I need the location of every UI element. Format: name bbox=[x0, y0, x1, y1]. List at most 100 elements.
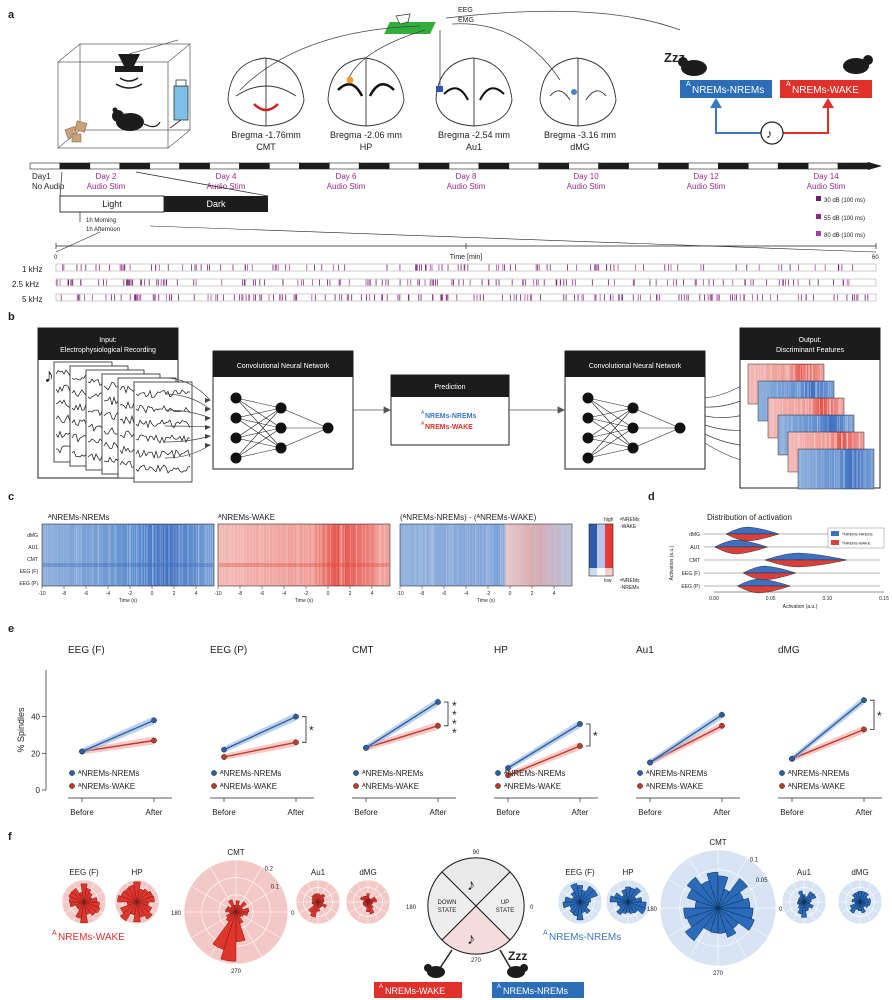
state-box-nrem bbox=[680, 80, 772, 98]
significance-bracket bbox=[302, 716, 307, 743]
down-state-1: DOWN bbox=[438, 900, 457, 906]
rose-petal bbox=[317, 901, 327, 909]
spindle-xtick-label: After bbox=[288, 808, 305, 817]
heatmap-xlabel: Time (s) bbox=[295, 598, 313, 604]
heatmap-tick-label: 2 bbox=[531, 591, 534, 597]
bedding-icon bbox=[64, 120, 88, 143]
stimulus-raster bbox=[55, 263, 877, 302]
day-sublabel: Audio Stim bbox=[207, 182, 246, 191]
violin-category: CMT bbox=[689, 558, 700, 564]
spindle-legend-nrem: ᴬNREMs-NREMs bbox=[503, 769, 565, 778]
day-sublabel: Audio Stim bbox=[567, 182, 606, 191]
speaker-icon bbox=[115, 39, 179, 89]
spindle-legend-marker-wake bbox=[353, 783, 359, 789]
rose-petal bbox=[686, 876, 719, 909]
heatmap-tick-label: -4 bbox=[464, 591, 469, 597]
nrem-label-prefix: A bbox=[543, 930, 548, 937]
side-bot-2: -NREMs bbox=[620, 585, 639, 591]
spindle-point bbox=[719, 722, 725, 729]
rose-petal bbox=[576, 901, 584, 921]
rose-petal bbox=[363, 901, 369, 904]
timeline-segment bbox=[747, 162, 779, 170]
spindle-point bbox=[577, 721, 583, 727]
heatmap-band bbox=[219, 563, 389, 567]
spindle-legend-nrem: ᴬNREMs-NREMs bbox=[77, 769, 139, 778]
nn-edge bbox=[632, 407, 681, 429]
timeline-segment bbox=[418, 162, 450, 170]
rose-petal bbox=[858, 901, 862, 912]
nn-node bbox=[582, 452, 594, 464]
rose-petal bbox=[616, 901, 629, 916]
heatmap-tick-label: -8 bbox=[62, 591, 67, 597]
day-sublabel: Audio Stim bbox=[447, 182, 486, 191]
heatmap-tick-label: -6 bbox=[84, 591, 89, 597]
phase-angle-180: 180 bbox=[406, 905, 417, 911]
phase-note-top-icon: ♪ bbox=[467, 877, 475, 894]
spindle-legend-marker-wake bbox=[779, 783, 785, 789]
spindle-point bbox=[505, 772, 511, 779]
spindle-legend-marker-nrem bbox=[353, 770, 359, 776]
nn-node bbox=[582, 412, 594, 424]
spindle-series-line bbox=[365, 701, 439, 749]
mouse-icon bbox=[112, 107, 161, 131]
box-nrem-prefix: A bbox=[497, 984, 501, 990]
spindle-legend-marker-wake bbox=[495, 783, 501, 789]
day-sublabel: No Audio bbox=[32, 182, 65, 191]
nn-node bbox=[275, 422, 287, 434]
spindle-legend-marker-nrem bbox=[495, 770, 501, 776]
spindle-legend-marker-wake bbox=[637, 783, 643, 789]
day-sublabel: Audio Stim bbox=[807, 182, 846, 191]
panel-letter-b: b bbox=[8, 311, 15, 323]
rose-petal bbox=[717, 878, 748, 909]
rose-title: EEG (F) bbox=[69, 868, 99, 877]
rose-petal bbox=[235, 907, 250, 913]
spindle-legend-nrem: ᴬNREMs-NREMs bbox=[645, 769, 707, 778]
timeline-segment bbox=[388, 162, 420, 170]
spindle-subplot-title: Au1 bbox=[636, 645, 654, 656]
brain-section-cmt bbox=[227, 57, 305, 127]
prediction-nrem-prefix: A bbox=[421, 410, 425, 416]
rose-title: Au1 bbox=[797, 868, 812, 877]
nn-edge bbox=[280, 427, 329, 449]
timeline-segment bbox=[538, 162, 570, 170]
significance-star: * bbox=[593, 729, 598, 743]
rose-petal bbox=[133, 881, 141, 903]
color-scale bbox=[588, 523, 614, 577]
violin-tick: 0.10 bbox=[822, 596, 832, 602]
eeg-trace bbox=[135, 419, 191, 429]
day-label: Day 12 bbox=[693, 172, 719, 181]
phase-zzz: Zzz bbox=[508, 949, 527, 963]
timeline-segment bbox=[358, 162, 390, 170]
region-hp: HP bbox=[360, 142, 373, 152]
spindle-legend-marker-nrem bbox=[779, 770, 785, 776]
significance-star: * bbox=[309, 724, 314, 738]
input-box: ♪ bbox=[37, 327, 193, 483]
significance-bracket bbox=[444, 701, 449, 727]
violin-wake bbox=[742, 572, 796, 581]
spindle-xtick-label: Before bbox=[212, 808, 236, 817]
nn-edge bbox=[587, 407, 634, 439]
rose-ring-label: 0.1 bbox=[750, 858, 759, 864]
eeg-trace bbox=[135, 405, 191, 414]
spindle-xtick-label: After bbox=[856, 808, 873, 817]
time-axis-end: 60 bbox=[872, 255, 879, 261]
violin-nrem bbox=[737, 578, 791, 587]
nn-edge bbox=[280, 407, 329, 429]
rose-petal bbox=[683, 907, 719, 919]
rose-ring-label: 0.05 bbox=[756, 878, 768, 884]
input-arrowhead bbox=[205, 443, 211, 448]
rose-petal bbox=[684, 907, 719, 942]
phase-note-bottom-icon: ♪ bbox=[467, 931, 475, 948]
electrode-headstage-icon bbox=[239, 10, 681, 91]
spindle-legend-marker-wake bbox=[211, 783, 217, 789]
rose-title: Au1 bbox=[311, 868, 326, 877]
day-timeline bbox=[29, 162, 869, 170]
spindle-xtick-label: After bbox=[572, 808, 589, 817]
heatmap-tick-label: -2 bbox=[304, 591, 309, 597]
spindle-series-line bbox=[223, 716, 297, 751]
timeline-segment bbox=[718, 162, 749, 170]
heatmap-xlabel: Time (s) bbox=[477, 598, 495, 604]
heatmap-title-nrem: ᴬNREMs-NREMs bbox=[47, 513, 109, 522]
bregma-cmt: Bregma -1.76mm bbox=[231, 130, 301, 140]
